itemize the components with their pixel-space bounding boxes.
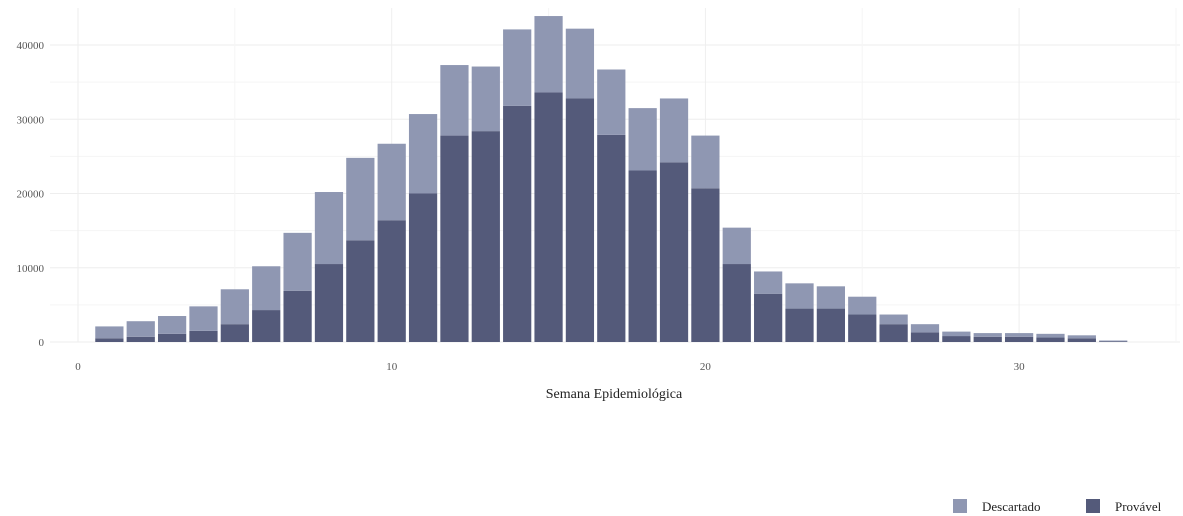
bar-descartado-week-24 [816, 286, 845, 309]
bar-provavel-week-16 [565, 98, 595, 343]
bar-descartado-week-32 [1067, 335, 1096, 339]
bar-descartado-week-19 [659, 98, 689, 163]
bar-descartado-week-22 [754, 271, 783, 294]
bar-provavel-week-19 [659, 162, 689, 342]
y-tick-label-40000: 40000 [17, 40, 45, 52]
bar-descartado-week-15 [534, 16, 563, 93]
bar-descartado-week-20 [691, 135, 720, 189]
bar-descartado-week-14 [503, 29, 532, 106]
bar-descartado-week-18 [628, 108, 657, 171]
bar-descartado-week-5 [220, 289, 249, 325]
bar-descartado-week-28 [942, 331, 971, 337]
legend-swatch-provavel [1086, 499, 1100, 513]
bar-provavel-week-6 [252, 310, 281, 342]
bar-provavel-week-9 [346, 240, 375, 342]
bar-provavel-week-32 [1067, 338, 1096, 342]
bar-descartado-week-27 [910, 324, 940, 333]
x-axis-ticks: 0 10 20 30 [75, 361, 1025, 373]
bar-descartado-week-17 [597, 69, 626, 135]
legend-swatch-descartado [953, 499, 967, 513]
bar-descartado-week-25 [848, 296, 877, 315]
bar-provavel-week-25 [848, 314, 877, 342]
bar-provavel-week-3 [157, 333, 187, 342]
bar-provavel-week-27 [910, 332, 940, 342]
bar-descartado-week-6 [252, 266, 281, 311]
y-tick-label-30000: 30000 [17, 114, 45, 126]
bar-descartado-week-33 [1099, 340, 1128, 342]
bar-provavel-week-11 [408, 193, 438, 342]
y-tick-label-20000: 20000 [17, 189, 45, 201]
bar-descartado-week-21 [722, 227, 751, 265]
bar-descartado-week-16 [565, 28, 595, 99]
bar-descartado-week-29 [973, 333, 1002, 337]
bar-provavel-week-29 [973, 336, 1002, 342]
bar-provavel-week-7 [283, 290, 312, 342]
bar-provavel-week-2 [126, 336, 155, 342]
bar-descartado-week-2 [126, 321, 155, 337]
y-tick-label-0: 0 [39, 337, 45, 349]
bar-provavel-week-23 [785, 308, 814, 342]
bar-descartado-week-4 [189, 306, 218, 331]
bar-provavel-week-24 [816, 308, 845, 342]
bar-descartado-week-7 [283, 232, 312, 291]
x-tick-label-0: 0 [75, 361, 81, 373]
bar-provavel-week-12 [440, 135, 469, 342]
bar-provavel-week-1 [95, 338, 124, 342]
bar-provavel-week-14 [503, 105, 532, 342]
y-axis-ticks: 0 10000 20000 30000 40000 [17, 40, 45, 349]
bar-provavel-week-15 [534, 92, 563, 343]
bar-provavel-week-21 [722, 264, 751, 342]
bar-provavel-week-10 [377, 220, 406, 342]
bar-provavel-week-31 [1036, 337, 1065, 342]
bar-descartado-week-26 [879, 314, 908, 325]
bar-provavel-week-18 [628, 170, 657, 342]
bar-provavel-week-13 [471, 131, 500, 342]
bar-descartado-week-11 [408, 114, 438, 194]
bar-descartado-week-1 [95, 326, 124, 339]
bar-descartado-week-10 [377, 143, 406, 221]
bar-provavel-week-30 [1004, 336, 1034, 342]
bar-descartado-week-9 [346, 157, 375, 241]
bar-provavel-week-4 [189, 330, 218, 342]
bars [95, 16, 1128, 343]
bar-descartado-week-30 [1004, 333, 1034, 337]
bar-provavel-week-17 [597, 134, 626, 342]
bar-provavel-week-8 [314, 264, 344, 342]
legend: Descartado Provável [953, 499, 1162, 514]
x-tick-label-10: 10 [386, 361, 398, 373]
bar-provavel-week-5 [220, 324, 249, 342]
x-tick-label-30: 30 [1014, 361, 1026, 373]
bar-descartado-week-31 [1036, 333, 1065, 338]
bar-descartado-week-12 [440, 65, 469, 136]
bar-provavel-week-20 [691, 188, 720, 342]
x-axis-title: Semana Epidemiológica [546, 387, 683, 402]
legend-label-descartado: Descartado [982, 499, 1040, 514]
bar-descartado-week-8 [314, 192, 344, 265]
bar-descartado-week-3 [157, 316, 187, 334]
bar-descartado-week-13 [471, 66, 500, 132]
y-tick-label-10000: 10000 [17, 263, 45, 275]
bar-provavel-week-28 [942, 336, 971, 342]
bar-provavel-week-33 [1099, 341, 1128, 342]
bar-descartado-week-23 [785, 283, 814, 309]
legend-label-provavel: Provável [1115, 499, 1162, 514]
bar-provavel-week-26 [879, 324, 908, 342]
bar-provavel-week-22 [754, 293, 783, 342]
x-tick-label-20: 20 [700, 361, 712, 373]
